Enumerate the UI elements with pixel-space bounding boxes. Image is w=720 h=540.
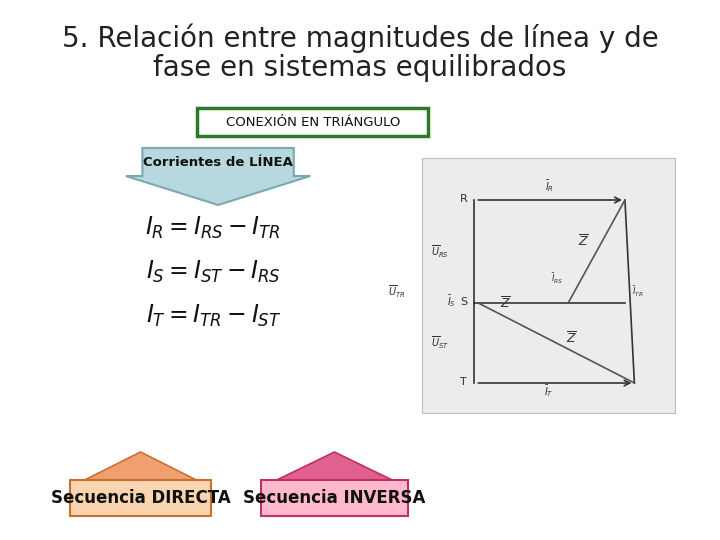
Text: $\bar{I}_{TR}$: $\bar{I}_{TR}$ — [632, 285, 644, 299]
Text: CONEXIÓN EN TRIÁNGULO: CONEXIÓN EN TRIÁNGULO — [225, 116, 400, 129]
Text: Secuencia DIRECTA: Secuencia DIRECTA — [50, 489, 230, 507]
FancyBboxPatch shape — [197, 108, 428, 136]
Text: $\overline{U}_{ST}$: $\overline{U}_{ST}$ — [431, 335, 449, 351]
Text: $\mathit{I}_S = \mathit{I}_{ST} - \mathit{I}_{RS}$: $\mathit{I}_S = \mathit{I}_{ST} - \mathi… — [146, 259, 281, 285]
Text: $\overline{U}_{RS}$: $\overline{U}_{RS}$ — [431, 244, 449, 260]
Text: R: R — [460, 194, 468, 204]
Text: $\overline{Z}$: $\overline{Z}$ — [566, 330, 577, 346]
Text: $\overline{Z}$: $\overline{Z}$ — [577, 234, 589, 249]
Text: Secuencia INVERSA: Secuencia INVERSA — [243, 489, 426, 507]
Text: T: T — [460, 377, 467, 387]
Polygon shape — [85, 452, 197, 482]
FancyBboxPatch shape — [421, 158, 675, 413]
Polygon shape — [126, 148, 310, 205]
Text: 5. Relación entre magnitudes de línea y de: 5. Relación entre magnitudes de línea y … — [62, 23, 658, 53]
Text: Corrientes de LÍNEA: Corrientes de LÍNEA — [143, 156, 293, 168]
Text: $\mathit{I}_R = \mathit{I}_{RS} - \mathit{I}_{TR}$: $\mathit{I}_R = \mathit{I}_{RS} - \mathi… — [145, 215, 282, 241]
Text: $\mathit{I}_T = \mathit{I}_{TR} - \mathit{I}_{ST}$: $\mathit{I}_T = \mathit{I}_{TR} - \mathi… — [145, 303, 282, 329]
Polygon shape — [276, 452, 392, 482]
FancyBboxPatch shape — [261, 480, 408, 516]
Text: $\bar{I}_{RS}$: $\bar{I}_{RS}$ — [551, 272, 563, 287]
Text: $\bar{I}_R$: $\bar{I}_R$ — [545, 178, 554, 194]
Text: $\overline{Z}$: $\overline{Z}$ — [500, 295, 510, 311]
Text: S: S — [460, 297, 467, 307]
Text: $\overline{U}_{TR}$: $\overline{U}_{TR}$ — [388, 284, 406, 300]
FancyBboxPatch shape — [71, 480, 210, 516]
Text: $\bar{I}_T$: $\bar{I}_T$ — [544, 383, 554, 399]
Text: $\bar{I}_S$: $\bar{I}_S$ — [447, 293, 456, 309]
Text: fase en sistemas equilibrados: fase en sistemas equilibrados — [153, 54, 567, 82]
